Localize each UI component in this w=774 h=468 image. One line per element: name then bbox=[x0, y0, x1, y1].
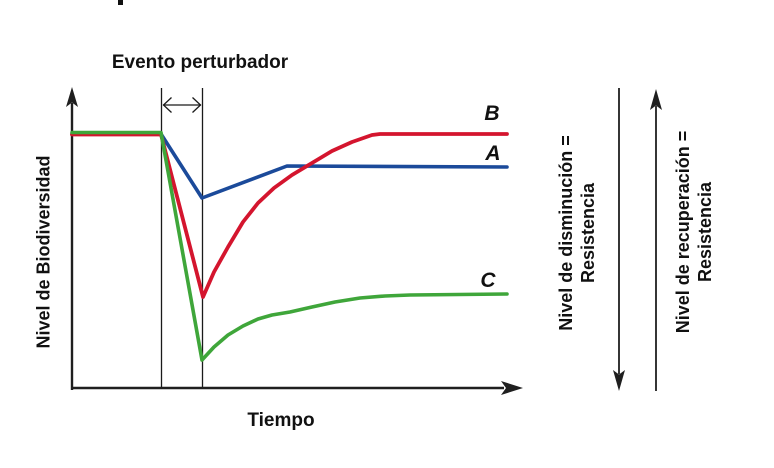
curve-label-c: C bbox=[480, 269, 496, 292]
event-duration-arrow bbox=[162, 97, 202, 113]
curve-b bbox=[70, 132, 509, 299]
decrease-annotation: Nivel de disminución = Resistencia bbox=[555, 135, 599, 331]
x-axis bbox=[71, 381, 523, 395]
curve-label-b: B bbox=[484, 102, 500, 125]
curve-c bbox=[70, 130, 509, 362]
recovery-annotation: Nivel de recuperación = Resistencia bbox=[672, 131, 716, 334]
recovery-annotation-line2: Resistencia bbox=[695, 181, 715, 283]
event-window-lines bbox=[160, 88, 204, 388]
data-curves bbox=[70, 130, 509, 362]
y-axis-label: Nivel de Biodiversidad bbox=[33, 155, 54, 349]
recovery-arrow bbox=[650, 89, 662, 391]
recovery-annotation-line1: Nivel de recuperación = bbox=[673, 130, 693, 334]
event-title: Evento perturbador bbox=[111, 52, 289, 73]
x-axis-label: Tiempo bbox=[247, 410, 315, 431]
cropped-text-fragment bbox=[118, 0, 123, 5]
decrease-annotation-line2: Resistencia bbox=[578, 182, 598, 284]
y-axis bbox=[66, 87, 78, 390]
decrease-annotation-line1: Nivel de disminución = bbox=[556, 135, 576, 331]
curve-label-a: A bbox=[485, 142, 501, 165]
decrease-arrow bbox=[613, 88, 625, 391]
curve-a bbox=[70, 132, 509, 200]
